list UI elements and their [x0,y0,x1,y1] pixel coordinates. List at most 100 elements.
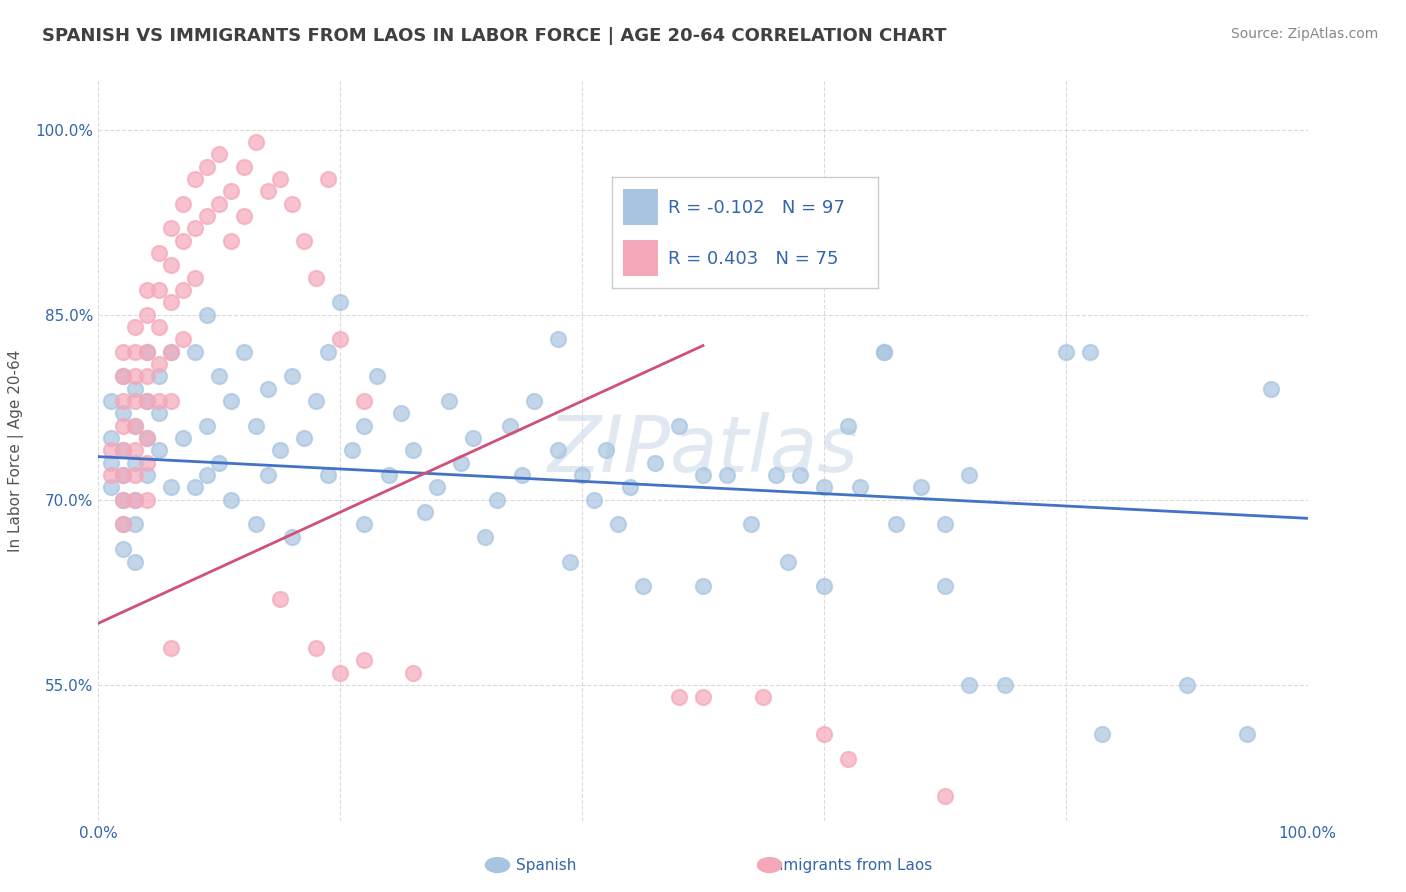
Point [160,394,183,409]
Point [571,468,593,483]
Point [547,333,569,347]
Point [813,481,835,495]
Point [849,481,872,495]
Point [377,468,399,483]
Point [1175,678,1198,692]
Point [135,394,157,409]
Point [100,431,122,445]
Point [221,394,243,409]
Point [111,394,134,409]
Y-axis label: In Labor Force | Age 20-64: In Labor Force | Age 20-64 [8,350,24,551]
Point [994,678,1017,692]
Point [160,640,183,655]
Point [160,344,183,359]
Point [208,369,231,384]
Point [111,492,134,507]
Point [305,640,328,655]
Point [716,468,738,483]
Point [873,344,896,359]
Point [1236,727,1258,741]
Point [135,456,157,470]
Point [329,665,352,680]
Point [124,492,146,507]
Point [124,468,146,483]
Point [595,443,617,458]
Point [135,431,157,445]
Point [148,283,170,297]
Point [245,418,267,433]
Point [934,517,956,532]
Point [292,234,315,248]
Point [692,579,714,593]
Point [221,492,243,507]
Point [135,283,157,297]
Point [124,369,146,384]
Point [631,579,654,593]
Point [135,308,157,322]
Point [172,283,194,297]
Point [413,505,436,519]
Point [813,727,835,741]
Point [124,382,146,396]
Point [124,418,146,433]
Point [692,468,714,483]
Point [353,394,375,409]
Point [111,468,134,483]
Point [160,259,183,273]
Point [910,481,932,495]
Point [221,234,243,248]
Point [135,394,157,409]
Point [256,185,278,199]
Point [305,270,328,285]
Point [124,320,146,334]
Point [353,653,375,667]
Point [208,147,231,161]
Point [353,418,375,433]
Point [100,468,122,483]
Point [342,443,364,458]
Point [873,344,896,359]
Point [124,344,146,359]
Point [160,221,183,235]
Point [184,344,207,359]
Point [232,344,254,359]
Point [184,270,207,285]
Point [135,344,157,359]
Point [837,752,859,766]
Point [100,481,122,495]
Point [195,308,218,322]
Point [111,443,134,458]
Point [329,333,352,347]
Point [195,160,218,174]
Point [208,456,231,470]
Point [366,369,388,384]
Point [100,394,122,409]
Point [776,555,799,569]
Point [450,456,472,470]
Point [316,172,339,186]
Point [402,443,425,458]
Point [148,369,170,384]
Point [124,517,146,532]
Point [740,517,762,532]
Point [160,295,183,310]
Point [1091,727,1114,741]
Point [124,394,146,409]
Point [135,492,157,507]
Point [160,481,183,495]
Point [184,481,207,495]
Point [474,530,496,544]
Point [256,468,278,483]
Point [668,418,690,433]
Point [111,468,134,483]
Point [269,443,291,458]
Point [111,517,134,532]
Point [256,382,278,396]
Point [1054,344,1077,359]
Point [765,468,787,483]
Point [100,443,122,458]
Point [269,591,291,606]
Point [184,172,207,186]
Point [353,517,375,532]
Point [269,172,291,186]
